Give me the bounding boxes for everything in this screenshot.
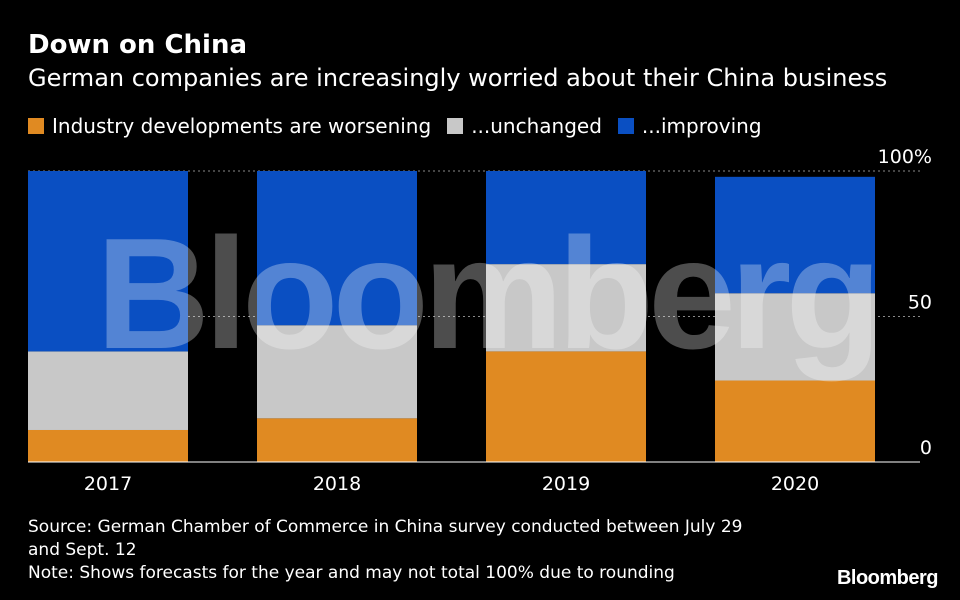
legend-swatch-unchanged [447, 118, 464, 134]
legend: Industry developments are worsening ...u… [28, 114, 778, 138]
bar-2018-series-1 [257, 325, 417, 419]
y-tick-label: 100% [878, 146, 932, 168]
legend-swatch-improving [617, 118, 634, 134]
y-tick-label: 0 [920, 437, 932, 459]
bar-2020-series-1 [715, 293, 875, 381]
x-tick-label: 2017 [84, 473, 132, 495]
chart-footer: Source: German Chamber of Commerce in Ch… [28, 516, 828, 585]
bar-2018-series-2 [257, 171, 417, 326]
x-tick-label: 2019 [542, 473, 590, 495]
bar-2019-series-2 [486, 171, 646, 265]
chart-title: Down on China [28, 30, 248, 60]
legend-swatch-worsening [28, 118, 44, 134]
legend-item-unchanged: ...unchanged [447, 114, 602, 138]
chart-subtitle: German companies are increasingly worrie… [28, 64, 888, 92]
legend-item-worsening: Industry developments are worsening [28, 114, 431, 138]
footnote: Note: Shows forecasts for the year and m… [28, 563, 675, 583]
bar-2018-series-0 [257, 418, 417, 462]
bar-2020-series-2 [715, 176, 875, 294]
legend-label-worsening: Industry developments are worsening [52, 114, 432, 138]
bloomberg-logo: Bloomberg [836, 567, 939, 589]
bar-2017-series-1 [28, 351, 188, 430]
legend-label-improving: ...improving [641, 114, 762, 138]
bar-2019-series-0 [486, 351, 646, 462]
x-tick-label: 2020 [771, 473, 819, 495]
source-line-2: and Sept. 12 [28, 540, 137, 560]
legend-label-unchanged: ...unchanged [471, 114, 602, 138]
bar-2020-series-0 [715, 380, 875, 462]
bar-2019-series-1 [486, 264, 646, 352]
legend-item-improving: ...improving [617, 114, 762, 138]
bar-2017-series-2 [28, 171, 188, 352]
x-tick-label: 2018 [313, 473, 361, 495]
source-line-1: Source: German Chamber of Commerce in Ch… [28, 517, 743, 537]
bar-2017-series-0 [28, 429, 188, 462]
y-tick-label: 50 [908, 292, 932, 314]
